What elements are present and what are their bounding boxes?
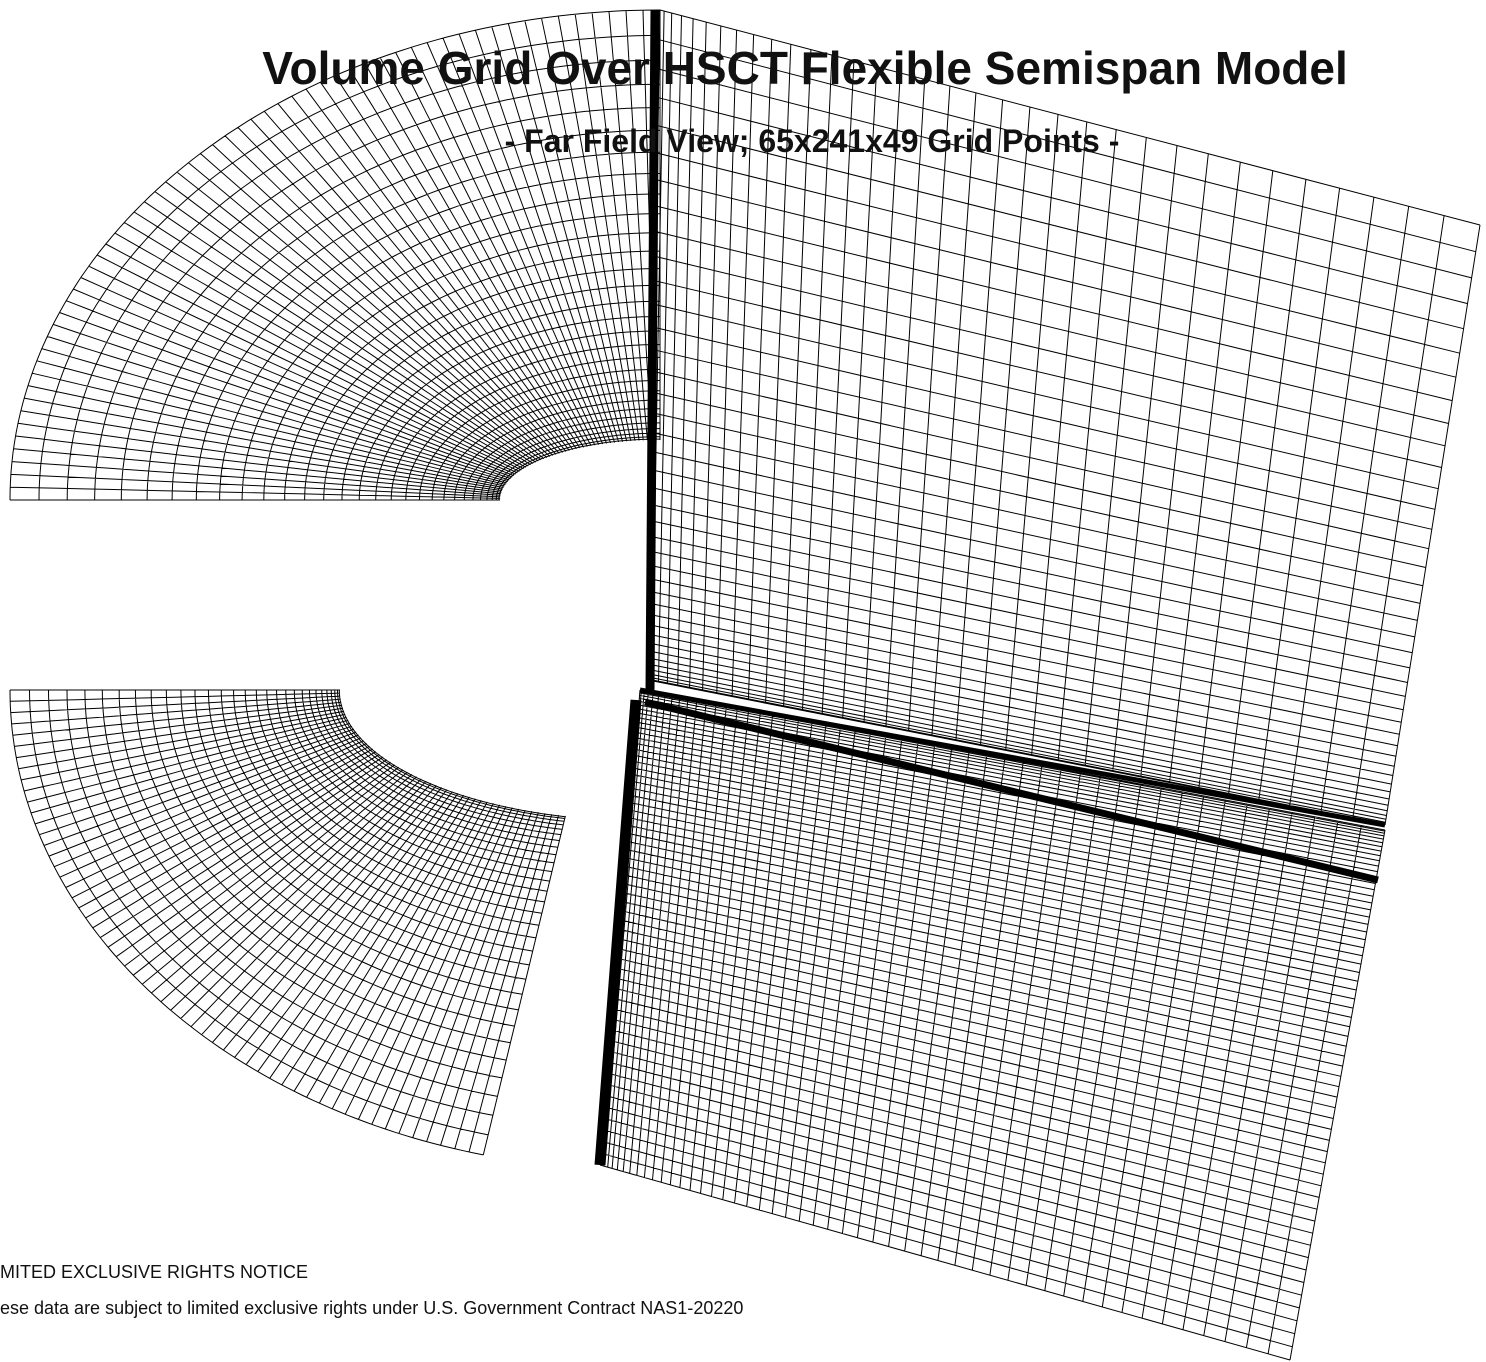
volume-grid [10, 10, 1480, 1360]
subtitle: - Far Field View; 65x241x49 Grid Points … [505, 123, 1120, 159]
dense-grid-band [640, 690, 1385, 825]
dense-grid-band [650, 10, 655, 690]
title: Volume Grid Over HSCT Flexible Semispan … [262, 42, 1348, 94]
page: {"header": {"title": "Volume Grid Over H… [0, 0, 1486, 1362]
figure: Volume Grid Over HSCT Flexible Semispan … [0, 0, 1486, 1362]
notice-heading: MITED EXCLUSIVE RIGHTS NOTICE [0, 1262, 308, 1282]
lower-wake-grid [600, 690, 1385, 1360]
notice-text: ese data are subject to limited exclusiv… [0, 1298, 743, 1318]
lower-far-field-grid [10, 690, 565, 1155]
